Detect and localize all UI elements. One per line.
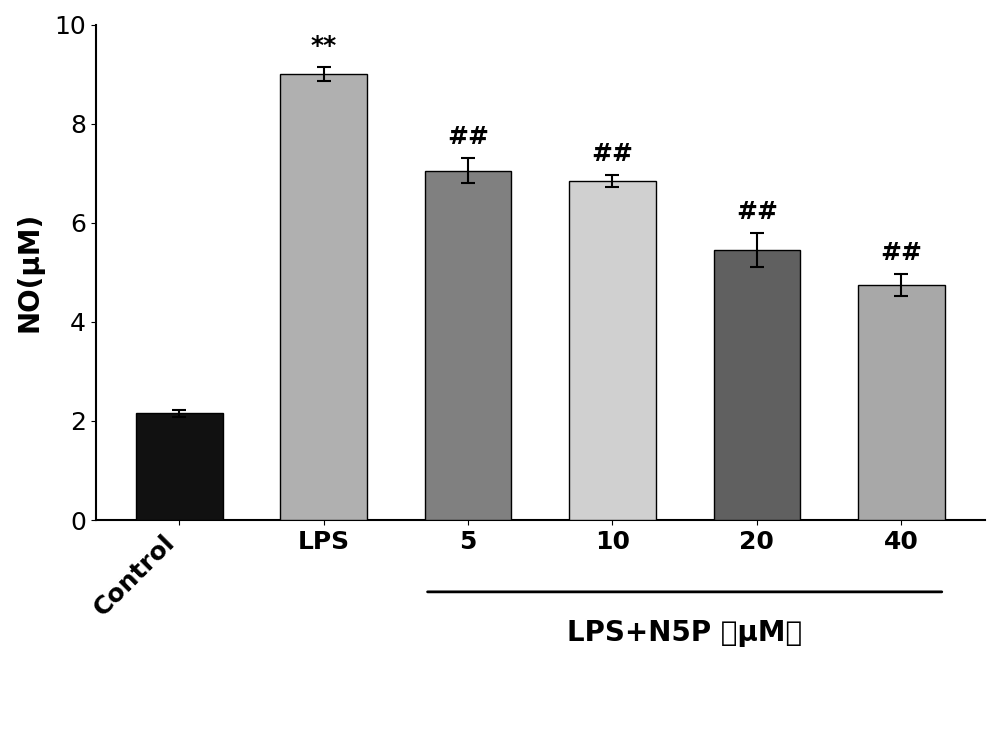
Bar [714, 250, 800, 520]
Text: LPS+N5P （μM）: LPS+N5P （μM） [567, 619, 802, 647]
Bar [858, 284, 945, 520]
Bar [280, 74, 367, 520]
Text: **: ** [311, 34, 337, 58]
Y-axis label: NO(μM): NO(μM) [15, 212, 43, 332]
Bar [425, 171, 511, 520]
Bar [569, 181, 656, 520]
Text: ##: ## [880, 241, 922, 265]
Bar [136, 414, 223, 520]
Text: ##: ## [447, 126, 489, 149]
Text: ##: ## [591, 142, 633, 165]
Text: ##: ## [736, 200, 778, 223]
